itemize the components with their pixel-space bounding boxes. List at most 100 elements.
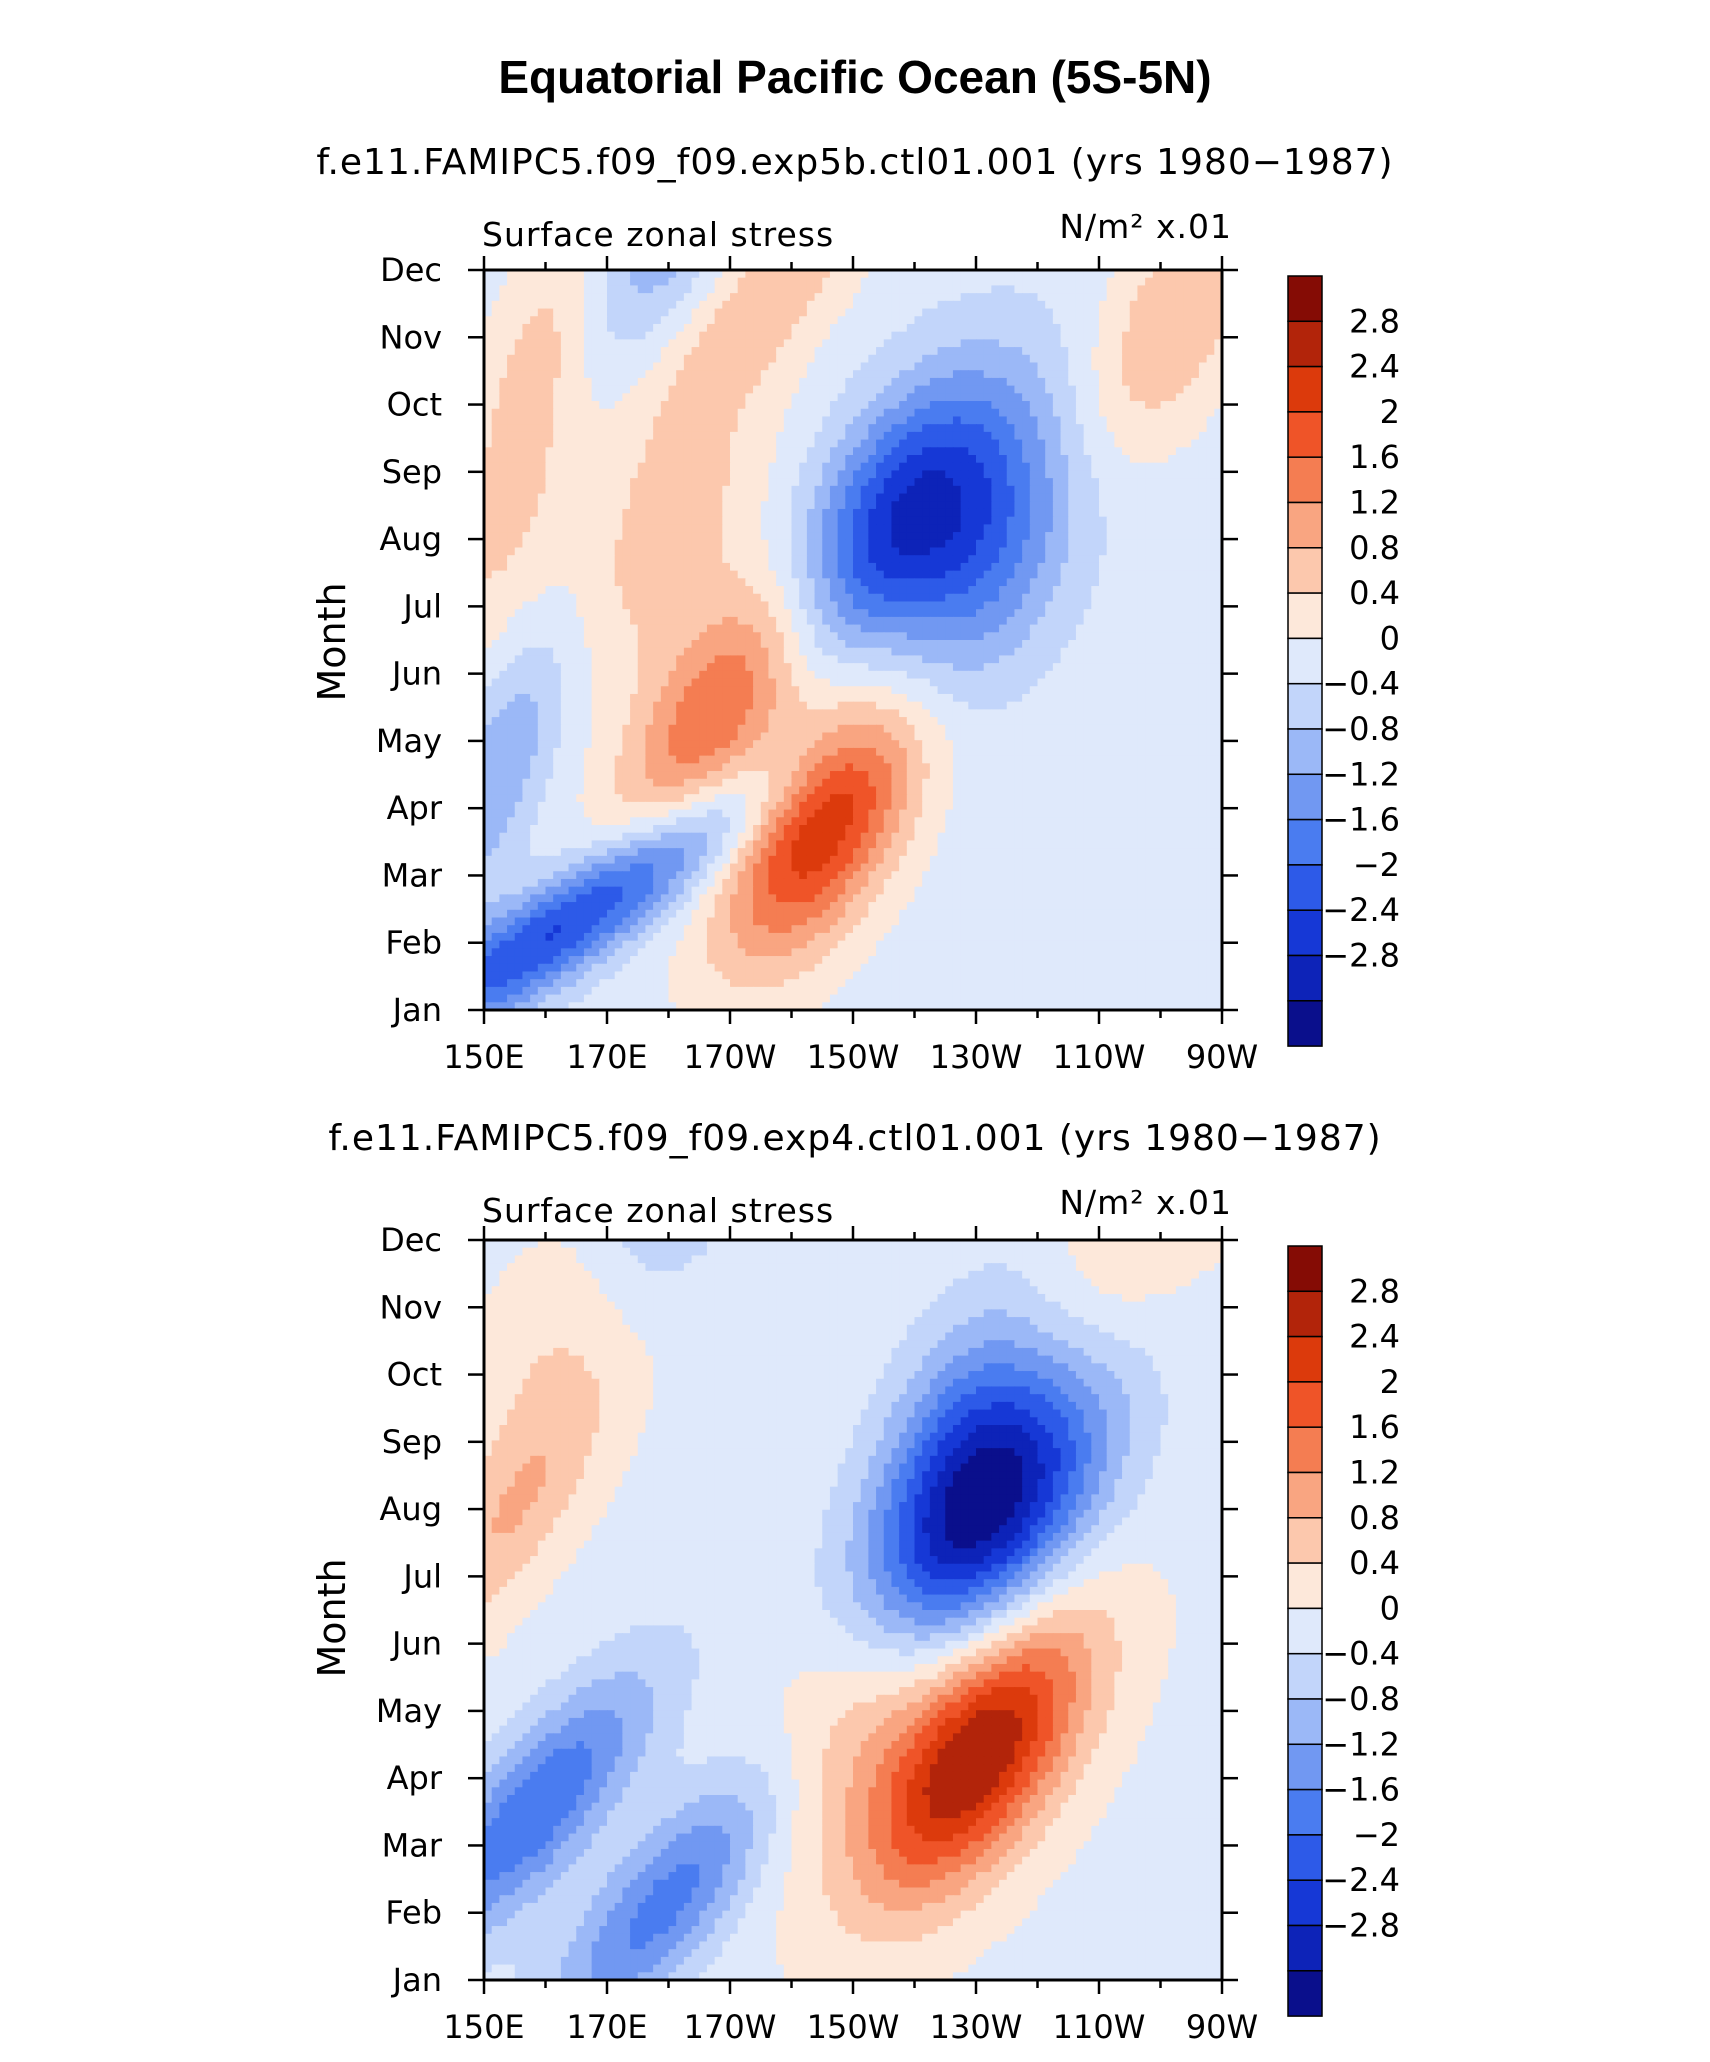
field-cell [1083, 316, 1092, 325]
field-cell [845, 632, 854, 641]
field-cell [968, 593, 977, 603]
field-cell [653, 277, 662, 287]
field-cell [522, 293, 531, 302]
field-cell [814, 370, 823, 379]
field-cell [1052, 624, 1062, 633]
field-cell [768, 485, 777, 495]
field-cell [745, 470, 754, 479]
field-cell [1099, 508, 1108, 518]
field-cell [630, 632, 639, 641]
field-cell [929, 609, 939, 618]
field-cell [1052, 524, 1062, 533]
field-cell [1006, 323, 1016, 333]
field-cell [1168, 393, 1177, 402]
field-cell [883, 354, 893, 364]
field-cell [537, 293, 547, 302]
field-cell [806, 439, 816, 448]
field-cell [1152, 578, 1162, 587]
field-cell [1206, 462, 1215, 472]
field-cell [1122, 300, 1131, 310]
field-cell [876, 532, 885, 541]
field-cell [983, 570, 992, 579]
field-cell [714, 485, 723, 495]
field-cell [622, 370, 631, 379]
field-cell [691, 308, 700, 317]
field-cell [999, 655, 1008, 664]
field-cell [622, 277, 631, 287]
field-cell [645, 663, 654, 672]
field-cell [484, 455, 493, 464]
field-cell [1060, 339, 1069, 348]
field-cell [1183, 547, 1192, 556]
field-cell [1037, 593, 1046, 603]
field-cell [868, 616, 877, 626]
field-cell [983, 508, 992, 518]
field-cell [599, 285, 608, 294]
field-cell [1160, 316, 1169, 325]
field-cell [1214, 270, 1223, 279]
field-cell [1114, 401, 1123, 410]
field-cell [814, 293, 823, 302]
field-cell [1075, 416, 1085, 425]
field-cell [583, 408, 593, 418]
field-cell [968, 570, 977, 579]
field-cell [530, 377, 539, 387]
field-cell [891, 539, 900, 549]
field-cell [660, 640, 670, 649]
field-cell [753, 293, 762, 302]
field-cell [514, 431, 524, 441]
field-cell [637, 401, 647, 410]
field-cell [1060, 655, 1069, 664]
field-cell [637, 270, 647, 279]
field-cell [714, 524, 723, 533]
field-cell [1037, 347, 1046, 356]
field-cell [1029, 354, 1039, 364]
field-cell [1198, 555, 1208, 564]
field-cell [968, 455, 977, 464]
field-cell [1183, 447, 1192, 456]
field-cell [1198, 593, 1208, 603]
field-cell [1045, 493, 1054, 502]
field-cell [883, 570, 893, 579]
field-cell [845, 616, 854, 626]
field-cell [553, 354, 562, 364]
field-cell [991, 354, 1000, 364]
field-cell [1037, 408, 1046, 418]
field-cell [714, 408, 723, 418]
field-cell [845, 347, 854, 356]
field-cell [484, 447, 493, 456]
field-cell [1014, 393, 1023, 402]
field-cell [583, 493, 593, 502]
field-cell [1152, 323, 1162, 333]
field-cell [822, 624, 831, 633]
field-cell [776, 562, 785, 572]
field-cell [722, 416, 731, 425]
field-cell [537, 578, 547, 587]
field-cell [1198, 478, 1208, 487]
field-cell [891, 532, 900, 541]
field-cell [776, 570, 785, 579]
field-cell [929, 485, 939, 495]
field-cell [1168, 347, 1177, 356]
field-cell [706, 555, 716, 564]
field-cell [1206, 385, 1215, 394]
field-cell [1006, 647, 1016, 657]
field-cell [1106, 562, 1115, 572]
field-cell [845, 270, 854, 279]
field-cell [637, 431, 647, 441]
field-cell [952, 300, 962, 310]
field-cell [737, 586, 746, 595]
field-cell [791, 308, 800, 317]
field-cell [730, 647, 739, 657]
field-cell [491, 293, 500, 302]
field-cell [706, 578, 716, 587]
field-cell [1106, 663, 1115, 672]
field-cell [499, 508, 508, 518]
field-cell [829, 308, 839, 317]
field-cell [676, 323, 685, 333]
field-cell [929, 624, 939, 633]
field-cell [883, 408, 893, 418]
field-cell [899, 593, 908, 603]
field-cell [614, 416, 623, 425]
field-cell [683, 539, 693, 549]
